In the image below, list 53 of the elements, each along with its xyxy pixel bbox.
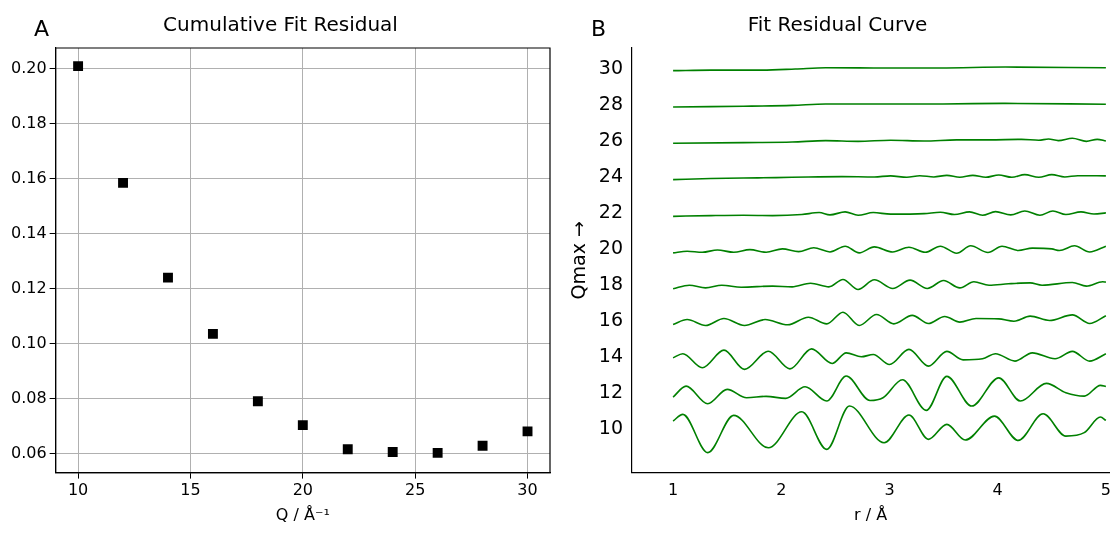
point — [432, 447, 443, 458]
point — [522, 426, 533, 437]
x-tick-label: 25 — [404, 480, 426, 500]
y-tick-label: 0.16 — [11, 167, 47, 187]
y-tick-label: 0.06 — [11, 442, 47, 462]
point — [297, 420, 308, 431]
chart-title: Fit Residual Curve — [747, 12, 928, 37]
y-tick-label: 18 — [598, 271, 623, 294]
x-axis-title: Q / Å⁻¹ — [275, 504, 330, 524]
x-tick-label: 3 — [884, 480, 895, 500]
x-tick-label: 30 — [517, 480, 538, 500]
y-tick-label: 10 — [598, 415, 623, 438]
point — [477, 440, 488, 451]
point — [118, 177, 128, 188]
y-tick-label: 0.10 — [11, 332, 47, 352]
point — [342, 444, 353, 455]
point — [163, 272, 173, 283]
x-tick-label: 4 — [992, 480, 1003, 500]
y-tick-label: 0.14 — [11, 222, 47, 242]
y-tick-label: 12 — [598, 379, 623, 402]
point — [387, 447, 398, 457]
x-tick-label: 2 — [776, 480, 787, 500]
x-axis-title: r / Å — [854, 504, 888, 524]
y-tick-label: 0.18 — [11, 112, 47, 132]
line-series — [672, 405, 1107, 454]
y-tick-label: 0.20 — [11, 58, 47, 78]
y-tick-label: 30 — [598, 55, 623, 78]
line-series — [672, 245, 1107, 254]
text: B — [591, 16, 607, 41]
y-tick-label: 0.08 — [11, 387, 47, 407]
y-axis-title: Qmax → — [567, 221, 590, 300]
y-tick-label: 16 — [598, 307, 623, 330]
point — [73, 61, 84, 72]
x-tick-label: 1 — [668, 480, 679, 500]
point — [207, 328, 218, 339]
y-tick-label: 0.12 — [11, 277, 47, 297]
chart-title: Cumulative Fit Residual — [163, 12, 398, 37]
y-tick-label: 14 — [598, 343, 623, 366]
y-tick-label: 24 — [598, 163, 623, 186]
line-series — [672, 278, 1107, 291]
point — [252, 396, 263, 407]
y-tick-label: 22 — [598, 199, 623, 222]
x-tick-label: 15 — [180, 480, 201, 500]
y-tick-label: 28 — [598, 91, 623, 114]
text: A — [34, 16, 50, 41]
y-tick-label: 20 — [598, 235, 623, 258]
x-tick-label: 20 — [292, 480, 313, 500]
x-tick-label: 5 — [1100, 480, 1111, 500]
x-tick-label: 10 — [67, 480, 89, 500]
line-series — [672, 311, 1107, 327]
line-series — [672, 348, 1107, 371]
y-tick-label: 26 — [598, 127, 623, 150]
line-series — [672, 375, 1107, 412]
